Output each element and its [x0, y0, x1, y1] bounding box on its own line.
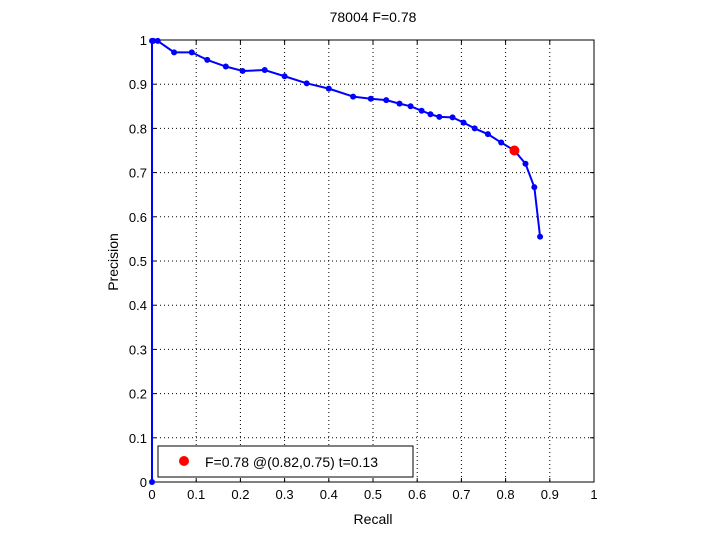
data-point [418, 107, 425, 114]
data-point [498, 139, 505, 146]
legend: F=0.78 @(0.82,0.75) t=0.13 [157, 445, 414, 478]
series-layer [149, 37, 544, 485]
y-tick-label: 0.9 [129, 77, 147, 92]
data-point [396, 100, 403, 107]
data-point [460, 119, 467, 126]
x-tick-label: 0.9 [541, 487, 559, 502]
y-tick-label: 0.7 [129, 166, 147, 181]
x-tick-label: 0.8 [497, 487, 515, 502]
x-tick-label: 0 [148, 487, 155, 502]
y-tick-label: 0.4 [129, 298, 147, 313]
y-tick-labels: 0 0.1 0.2 0.3 0.4 0.5 0.6 0.7 0.8 0.9 1 [129, 33, 147, 490]
x-tick-label: 0.6 [408, 487, 426, 502]
data-point [531, 184, 538, 191]
data-point [537, 233, 544, 240]
data-point [427, 111, 434, 118]
x-tick-label: 0.4 [320, 487, 338, 502]
data-point [522, 160, 529, 167]
data-point [484, 131, 491, 138]
data-point [325, 85, 332, 92]
data-point [188, 49, 195, 56]
y-tick-label: 0.2 [129, 387, 147, 402]
data-point [222, 63, 229, 70]
x-axis-label: Recall [354, 511, 393, 527]
x-tick-label: 0.1 [187, 487, 205, 502]
x-tick-label: 0.3 [276, 487, 294, 502]
x-tick-label: 1 [590, 487, 597, 502]
x-tick-label: 0.2 [231, 487, 249, 502]
y-tick-label: 0 [140, 475, 147, 490]
best-f-point [509, 145, 520, 156]
grid [152, 40, 594, 482]
y-tick-label: 0.8 [129, 121, 147, 136]
y-tick-label: 0.6 [129, 210, 147, 225]
legend-box [157, 445, 414, 478]
data-point [171, 49, 178, 56]
data-point [407, 103, 414, 110]
x-tick-label: 0.7 [452, 487, 470, 502]
y-axis-label: Precision [105, 233, 121, 291]
data-point [204, 56, 211, 63]
data-point [281, 73, 288, 80]
data-point [303, 80, 310, 87]
x-tick-label: 0.5 [364, 487, 382, 502]
y-tick-label: 0.5 [129, 254, 147, 269]
legend-marker [179, 456, 189, 466]
data-point [449, 114, 456, 121]
data-point [150, 37, 157, 44]
legend-label: F=0.78 @(0.82,0.75) t=0.13 [205, 454, 378, 470]
data-point [350, 93, 357, 100]
y-tick-label: 0.3 [129, 342, 147, 357]
data-point [149, 479, 155, 485]
y-tick-label: 1 [140, 33, 147, 48]
data-point [154, 37, 161, 44]
data-point [436, 113, 443, 120]
data-point [383, 97, 390, 104]
data-point [261, 67, 268, 74]
x-tick-labels: 0 0.1 0.2 0.3 0.4 0.5 0.6 0.7 0.8 0.9 1 [148, 487, 597, 502]
data-point [239, 67, 246, 74]
data-point [471, 125, 478, 132]
y-tick-label: 0.1 [129, 431, 147, 446]
chart-title: 78004 F=0.78 [330, 9, 417, 25]
data-point [367, 95, 374, 102]
series-line [151, 39, 542, 482]
